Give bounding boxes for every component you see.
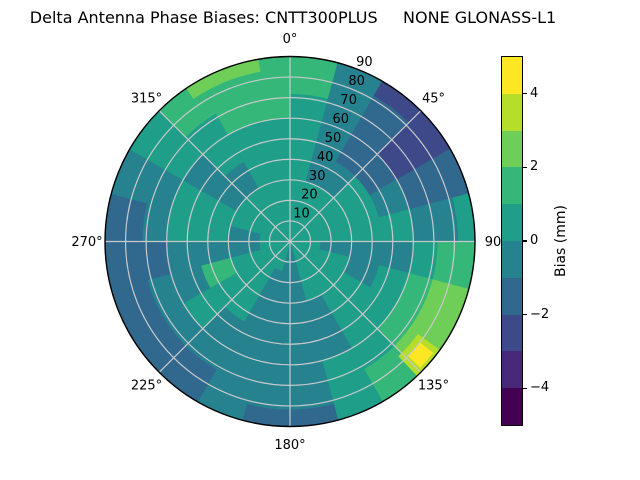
- chart-title: Delta Antenna Phase Biases: CNTT300PLUS …: [29, 8, 557, 27]
- azimuth-tick-label: 0°: [283, 32, 298, 47]
- colorbar-band: [502, 277, 522, 316]
- azimuth-gridline: [289, 110, 422, 242]
- azimuth-tick-label: 225°: [131, 379, 162, 394]
- colorbar-band: [502, 130, 522, 168]
- colorbar-band: [502, 351, 522, 389]
- azimuth-tick-label: 45°: [422, 92, 445, 107]
- radial-tick-labels: 10 20 30 40 50 60 70 80 90: [293, 55, 372, 222]
- radial-tick-label: 40: [317, 150, 334, 165]
- radial-tick-label: 20: [301, 188, 318, 203]
- polar-grid: [105, 56, 475, 427]
- colorbar-band: [502, 167, 522, 205]
- radial-tick-label: 80: [348, 74, 365, 89]
- radial-tick-label: 70: [340, 93, 357, 108]
- colorbar-band: [502, 204, 522, 242]
- azimuth-gridline: [289, 241, 422, 373]
- colorbar-axis-label: Bias (mm): [553, 204, 569, 278]
- colorbar: [501, 56, 523, 426]
- azimuth-gridline: [158, 241, 291, 373]
- radial-tick-label: 90: [356, 55, 373, 70]
- colorbar-band: [502, 241, 522, 279]
- azimuth-gridline: [158, 110, 291, 242]
- colorbar-band: [502, 93, 522, 132]
- azimuth-tick-labels: 0° 45° 90 135° 180° 225° 270° 315°: [71, 32, 501, 453]
- colorbar-band: [502, 314, 522, 352]
- azimuth-tick-label: 180°: [274, 438, 305, 453]
- plot-outline: [104, 55, 476, 428]
- azimuth-tick-label: 135°: [418, 379, 449, 394]
- radial-tick-label: 10: [293, 207, 310, 222]
- radial-tick-label: 60: [333, 112, 350, 127]
- azimuth-tick-label: 315°: [131, 92, 162, 107]
- radial-tick-label: 30: [309, 169, 326, 184]
- colorbar-band: [502, 57, 522, 95]
- azimuth-tick-label: 90: [485, 235, 502, 250]
- radial-tick-label: 50: [325, 131, 342, 146]
- colorbar-band: [502, 388, 522, 426]
- azimuth-tick-label: 270°: [71, 235, 102, 250]
